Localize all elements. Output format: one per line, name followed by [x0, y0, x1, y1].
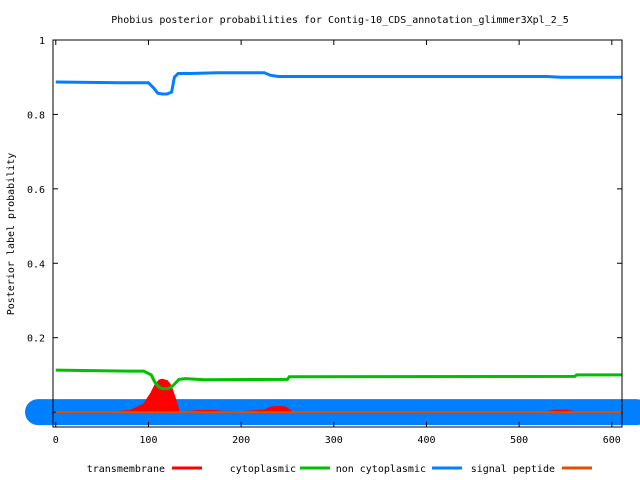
legend-label-cytoplasmic: cytoplasmic: [230, 464, 296, 475]
x-tick-label: 0: [53, 435, 59, 446]
series-layer: [25, 71, 640, 426]
x-tick-label: 200: [232, 435, 250, 446]
series-non-cytoplasmic-line: [55, 71, 622, 96]
ticks-layer: 0 100 200 300 400 500 600 0.2 0.4 0.6 0.8 1: [27, 36, 622, 446]
x-tick-label: 100: [139, 435, 157, 446]
legend-label-transmembrane: transmembrane: [87, 464, 165, 475]
series-cytoplasmic-line: [55, 368, 622, 391]
y-axis-label: Posterior label probability: [6, 153, 17, 316]
y-tick-label: 0.8: [27, 110, 45, 121]
x-tick-label: 600: [603, 435, 621, 446]
x-tick-label: 500: [510, 435, 528, 446]
legend-label-signal-peptide: signal peptide: [471, 464, 555, 475]
x-tick-label: 400: [417, 435, 435, 446]
x-tick-label: 300: [325, 435, 343, 446]
y-tick-label: 0.6: [27, 185, 45, 196]
y-tick-label: 0.4: [27, 259, 45, 270]
y-tick-label: 1: [39, 36, 45, 47]
y-tick-label: 0.2: [27, 334, 45, 345]
chart-title: Phobius posterior probabilities for Cont…: [111, 15, 569, 26]
legend-label-non-cytoplasmic: non cytoplasmic: [336, 464, 426, 475]
legend: transmembrane cytoplasmic non cytoplasmic s…: [87, 464, 592, 475]
plot-frame: [52, 39, 623, 428]
